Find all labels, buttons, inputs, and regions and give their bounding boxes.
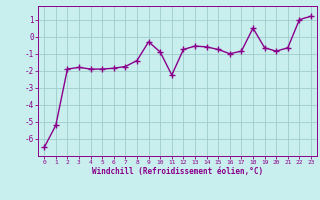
X-axis label: Windchill (Refroidissement éolien,°C): Windchill (Refroidissement éolien,°C) — [92, 167, 263, 176]
